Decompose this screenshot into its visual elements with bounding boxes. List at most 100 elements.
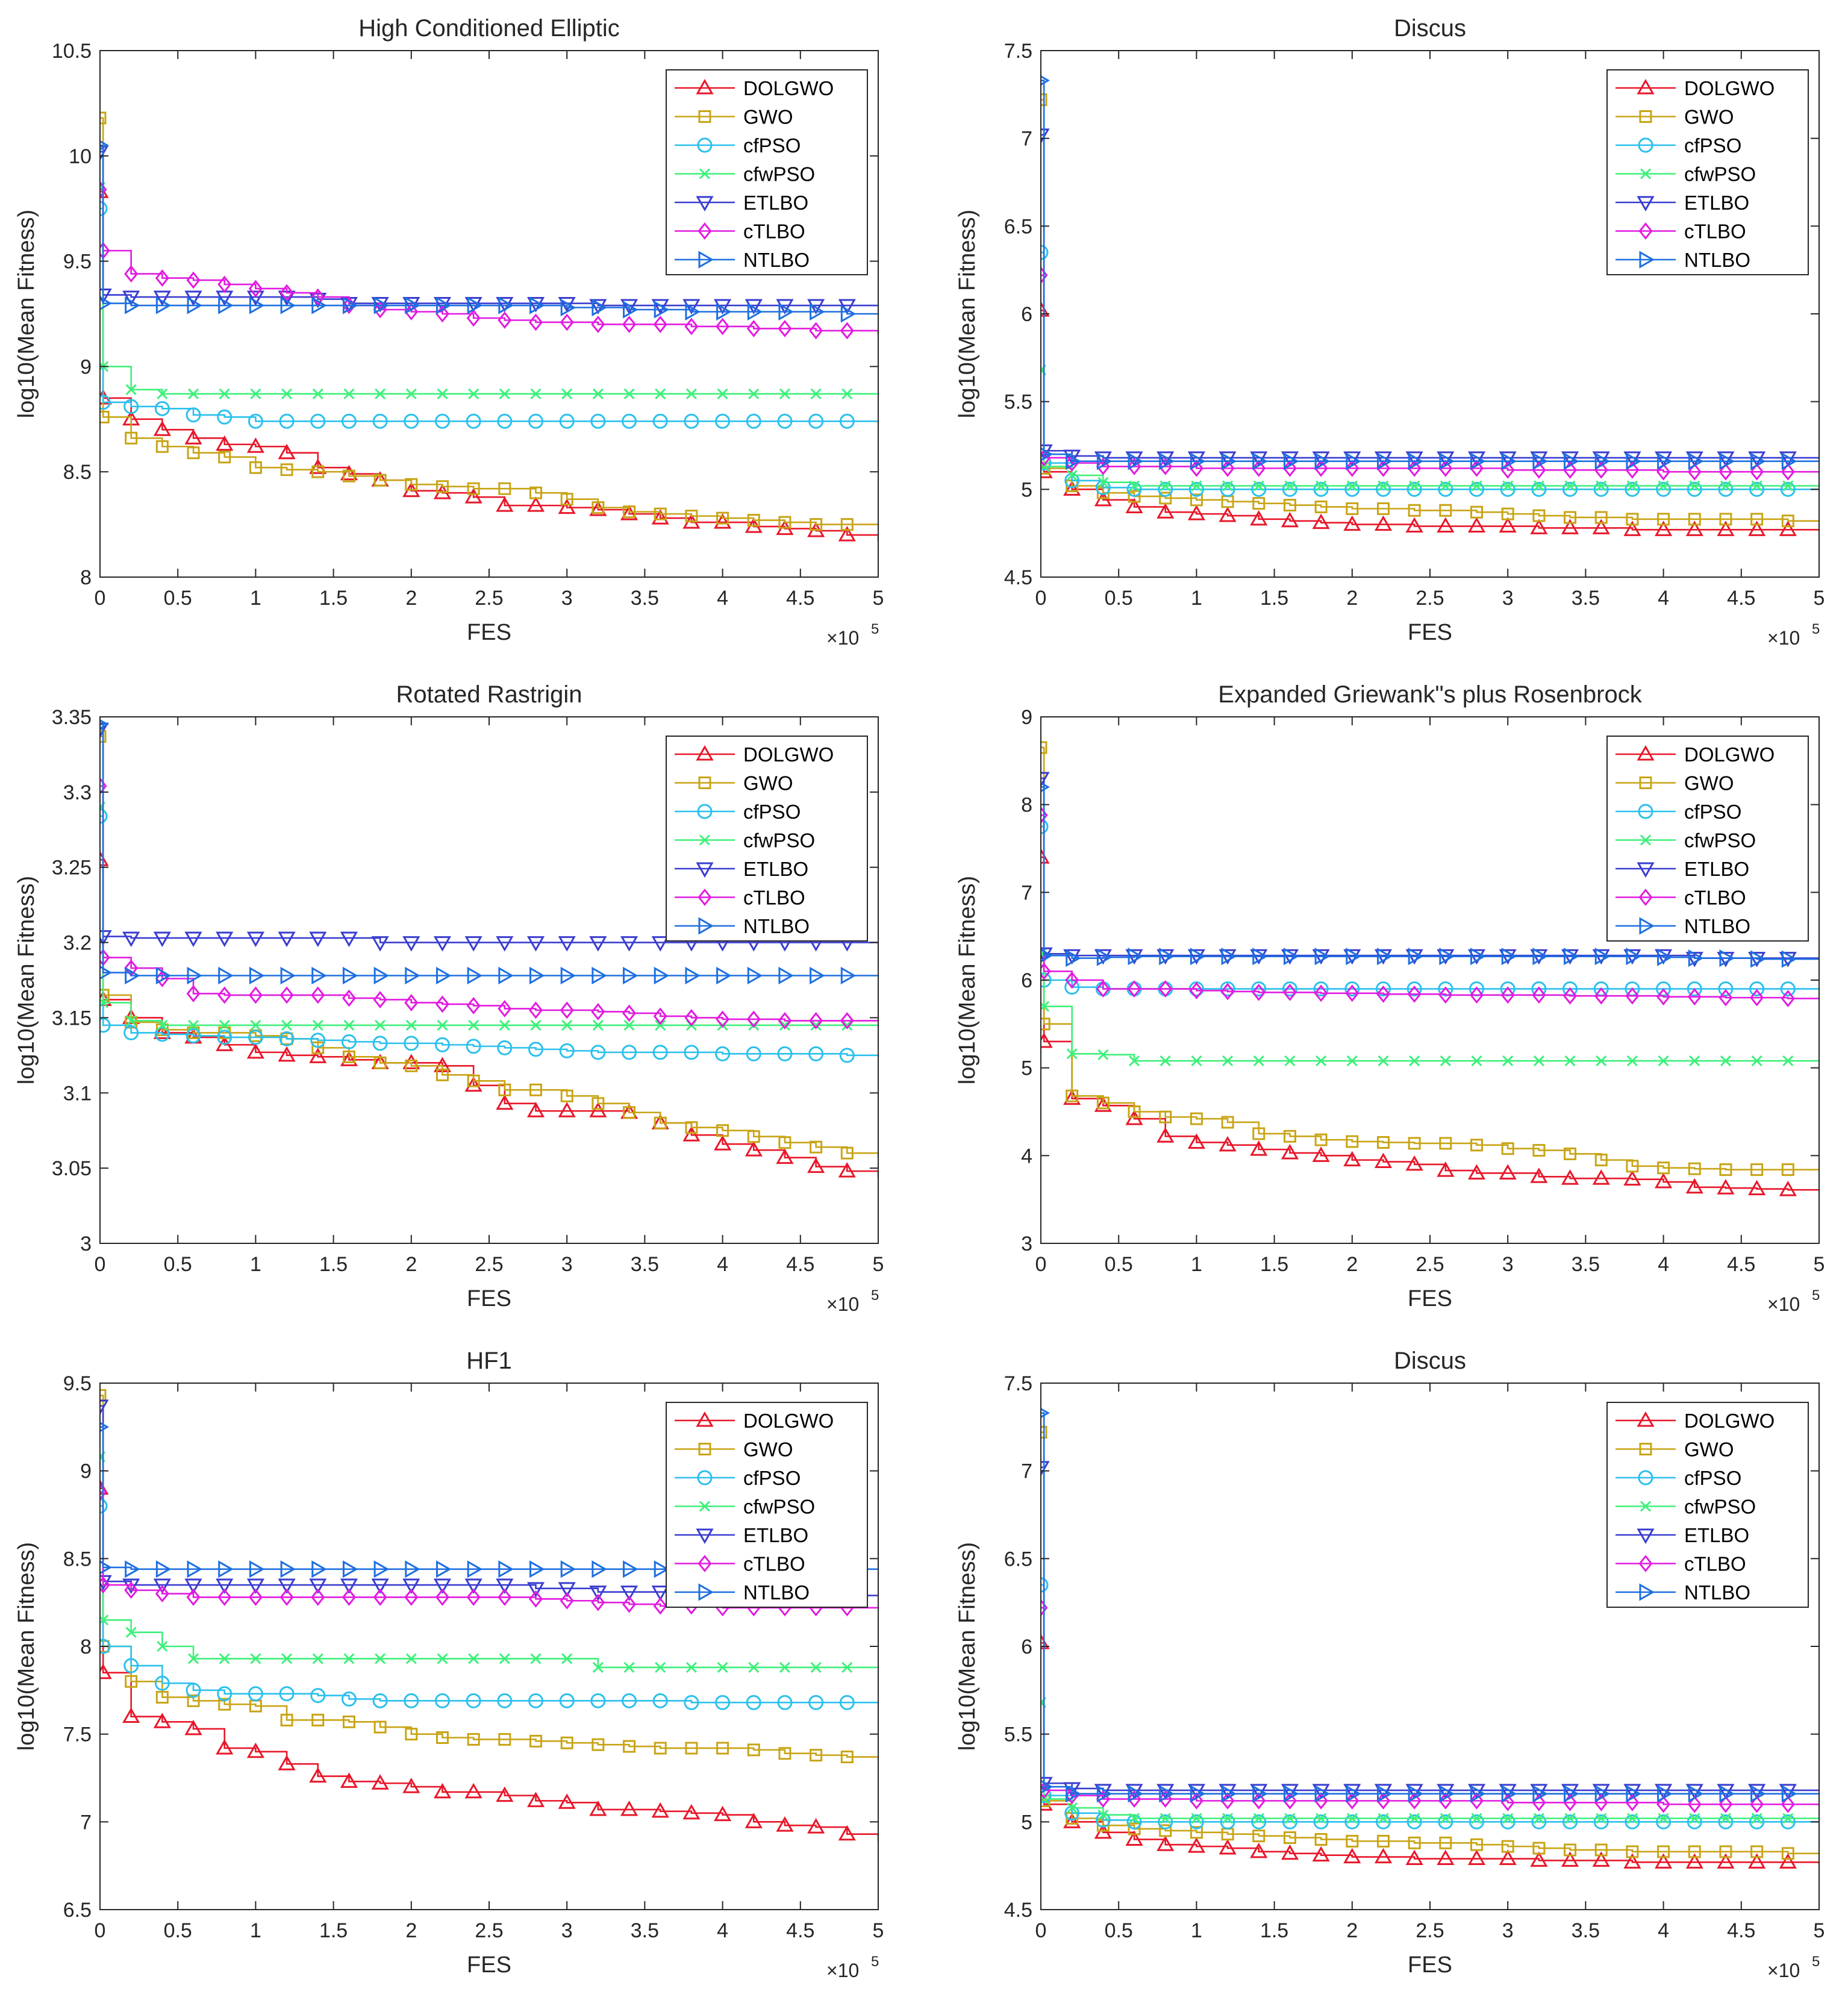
data-point-cfwpso (1378, 1055, 1389, 1067)
data-point-ntlbo (1781, 1785, 1797, 1803)
data-point-ctlbo (155, 1585, 169, 1603)
data-point-ntlbo (1190, 1785, 1206, 1803)
legend-marker-etlbo (696, 862, 714, 878)
x-tick-label: 3 (561, 1253, 573, 1276)
data-point-etlbo (433, 1578, 452, 1595)
data-point-gwo (716, 1124, 729, 1137)
data-point-ntlbo (467, 1560, 483, 1578)
data-point-cfwpso (1316, 480, 1327, 492)
data-point-cfwpso (375, 1019, 386, 1031)
data-point-cfwpso (1191, 1055, 1202, 1067)
data-point-cfpso (652, 1045, 668, 1060)
data-point-cfpso (466, 413, 481, 429)
data-point-ctlbo (435, 1589, 450, 1606)
x-tick-label: 1.5 (1260, 587, 1288, 610)
data-point-cfwpso (1066, 469, 1078, 481)
data-point-cfwpso (1128, 480, 1140, 492)
legend-marker-ntlbo (698, 1583, 714, 1601)
legend-marker-cfwpso (699, 168, 711, 180)
legend-marker-ntlbo (1639, 1583, 1655, 1601)
data-point-ctlbo (279, 986, 294, 1004)
data-point-cfpso (186, 1683, 201, 1698)
data-point-cfpso (100, 1017, 111, 1033)
data-point-ctlbo (373, 1589, 387, 1606)
data-point-cfwpso (157, 388, 168, 399)
data-point-dolgwo (246, 437, 264, 453)
data-point-cfwpso (1128, 1813, 1140, 1824)
data-point-cfpso (1344, 1814, 1360, 1829)
x-tick-label: 2 (1346, 1253, 1358, 1276)
data-point-gwo (623, 1740, 636, 1753)
data-point-dolgwo (838, 1162, 856, 1178)
data-point-ctlbo (1781, 990, 1795, 1007)
series-group (1041, 1407, 1819, 1869)
data-point-dolgwo (1125, 498, 1143, 513)
data-point-gwo (405, 1059, 418, 1072)
data-point-gwo (100, 111, 107, 125)
data-point-dolgwo (1187, 505, 1205, 520)
x-tick-label: 5 (873, 1253, 884, 1276)
data-point-cfwpso (405, 1653, 417, 1664)
data-point-ntlbo (560, 298, 576, 317)
data-point-ntlbo (498, 296, 514, 314)
legend-label-etlbo: ETLBO (743, 1524, 808, 1546)
data-point-dolgwo (1374, 1152, 1393, 1169)
data-point-dolgwo (838, 1825, 856, 1841)
y-tick-label: 6 (1021, 1636, 1032, 1658)
data-point-ctlbo (217, 986, 232, 1004)
data-point-cfwpso (1782, 1055, 1794, 1067)
data-point-cfwpso (841, 1019, 853, 1031)
data-point-cfpso (310, 1688, 326, 1704)
data-point-etlbo (246, 290, 264, 307)
data-point-cfpso (100, 1498, 108, 1514)
data-point-cfwpso (1097, 1049, 1109, 1060)
legend-label-gwo: GWO (1684, 772, 1734, 795)
legend-marker-cfpso (697, 1470, 713, 1486)
x-tick-label: 2.5 (1416, 1253, 1444, 1276)
legend-label-dolgwo: DOLGWO (743, 743, 834, 766)
data-point-cfwpso (437, 1019, 448, 1031)
data-point-cfwpso (748, 388, 760, 399)
data-point-dolgwo (1281, 1844, 1299, 1860)
data-point-dolgwo (589, 501, 607, 516)
data-point-ctlbo (342, 989, 356, 1007)
x-tick-label: 3.5 (1572, 1919, 1600, 1942)
data-point-ctlbo (1065, 971, 1079, 989)
data-point-dolgwo (278, 1046, 296, 1062)
legend-marker-dolgwo (696, 1411, 714, 1427)
data-point-cfwpso (157, 1640, 168, 1652)
data-point-ntlbo (1159, 948, 1175, 966)
data-point-ntlbo (1657, 948, 1673, 966)
data-point-cfpso (1749, 481, 1765, 497)
x-tick-label: 3 (1502, 1919, 1514, 1942)
data-point-cfpso (1313, 1814, 1329, 1829)
data-point-ntlbo (218, 1560, 234, 1578)
data-point-ctlbo (653, 1007, 667, 1025)
data-point-etlbo (558, 1582, 576, 1598)
data-point-cfpso (808, 1695, 824, 1710)
data-point-cfwpso (1284, 1055, 1296, 1067)
data-point-dolgwo (745, 1141, 763, 1157)
x-exponent-power: 5 (871, 621, 879, 637)
data-point-cfwpso (219, 1019, 230, 1031)
y-tick-label: 9 (1021, 706, 1032, 729)
data-point-cfwpso (1409, 1055, 1420, 1067)
data-point-ctlbo (342, 1589, 356, 1606)
data-point-dolgwo (1405, 517, 1423, 533)
data-point-etlbo (464, 1578, 482, 1595)
data-point-etlbo (216, 931, 234, 948)
data-point-cfwpso (1284, 480, 1296, 492)
data-point-dolgwo (309, 1767, 327, 1783)
data-point-gwo (1346, 502, 1359, 515)
data-point-dolgwo (464, 1783, 482, 1799)
data-point-cfwpso (1346, 480, 1358, 492)
x-exponent-label: ×10 (1767, 1960, 1800, 1981)
x-tick-label: 3 (561, 1919, 573, 1942)
chart-title: HF1 (466, 1348, 512, 1374)
x-tick-label: 2 (1346, 1919, 1358, 1942)
data-point-gwo (716, 511, 729, 525)
data-point-cfwpso (1751, 1813, 1762, 1824)
data-point-gwo (1346, 1135, 1359, 1148)
data-point-dolgwo (807, 1818, 825, 1834)
data-point-ctlbo (653, 1597, 667, 1615)
